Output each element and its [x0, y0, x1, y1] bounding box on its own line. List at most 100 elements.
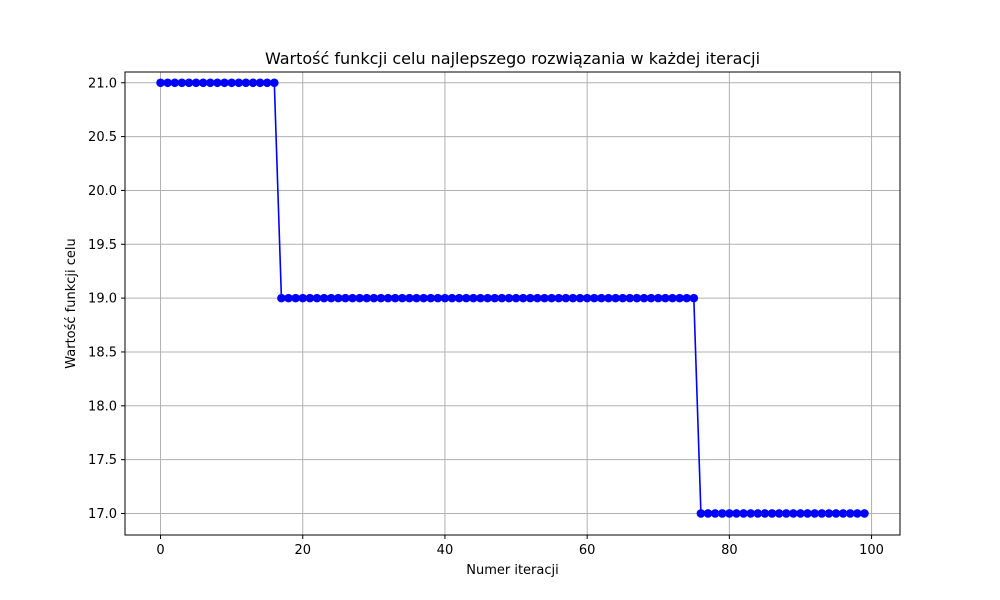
series	[156, 78, 869, 518]
data-point	[767, 509, 777, 518]
data-point	[717, 509, 727, 518]
data-point	[746, 509, 755, 518]
data-point	[703, 509, 713, 518]
data-point	[803, 509, 812, 518]
data-point	[511, 293, 521, 303]
data-point	[163, 78, 172, 88]
y-tick-label: 17.0	[88, 507, 117, 522]
data-point	[639, 293, 649, 303]
data-point	[206, 78, 215, 88]
plot-frame	[124, 71, 901, 536]
data-point	[369, 293, 379, 303]
data-point	[668, 293, 677, 303]
data-point	[319, 293, 329, 303]
data-point	[504, 293, 514, 303]
x-tick-label: 40	[437, 543, 454, 558]
data-point	[341, 293, 350, 303]
data-point	[376, 293, 386, 303]
data-point	[774, 509, 784, 518]
data-point	[284, 293, 293, 303]
data-point	[796, 509, 805, 518]
data-point	[362, 293, 372, 303]
x-tick-label: 0	[156, 543, 164, 558]
x-tick-label: 60	[579, 543, 596, 558]
data-point	[789, 509, 798, 518]
data-point	[348, 293, 357, 303]
data-point	[234, 78, 244, 88]
data-point	[277, 293, 286, 303]
data-point	[810, 509, 819, 518]
data-point	[824, 509, 834, 518]
data-point	[447, 293, 457, 303]
data-point	[732, 509, 741, 518]
data-point	[270, 78, 279, 88]
data-point	[554, 293, 564, 303]
data-point	[490, 293, 500, 303]
data-point	[497, 293, 507, 303]
data-point	[653, 293, 663, 303]
data-point	[547, 293, 556, 303]
y-axis-label: Wartość funkcji celu	[64, 238, 79, 369]
data-point	[753, 509, 763, 518]
data-point	[625, 293, 635, 303]
data-point	[646, 293, 656, 303]
data-point	[860, 509, 869, 518]
data-point	[255, 78, 265, 88]
data-point	[405, 293, 414, 303]
y-tick-label: 21.0	[88, 76, 117, 91]
data-point	[682, 293, 691, 303]
data-point	[334, 293, 343, 303]
data-point	[426, 293, 436, 303]
data-point	[568, 293, 578, 303]
x-tick-label: 100	[859, 543, 884, 558]
y-tick-label: 19.0	[88, 292, 117, 307]
data-point	[760, 509, 770, 518]
data-point	[170, 78, 180, 88]
data-point	[710, 509, 720, 518]
x-tick-label: 20	[294, 543, 311, 558]
data-point	[177, 78, 187, 88]
data-point	[561, 293, 571, 303]
data-point	[661, 293, 670, 303]
data-point	[838, 509, 848, 518]
data-point	[575, 293, 585, 303]
data-point	[589, 293, 599, 303]
data-point	[433, 293, 443, 303]
data-point	[483, 293, 492, 303]
data-point	[853, 509, 862, 518]
data-point	[184, 78, 194, 88]
data-point	[191, 78, 201, 88]
data-point	[725, 509, 734, 518]
data-point	[220, 78, 229, 88]
data-point	[440, 293, 450, 303]
data-point	[326, 293, 336, 303]
data-point	[597, 293, 606, 303]
data-point	[525, 293, 535, 303]
data-point	[454, 293, 464, 303]
data-point	[156, 78, 165, 88]
y-tick-label: 18.5	[88, 345, 117, 360]
data-point	[241, 78, 251, 88]
data-point	[831, 509, 841, 518]
y-tick-label: 20.0	[88, 184, 117, 199]
data-point	[469, 293, 478, 303]
y-tick-label: 18.0	[88, 399, 117, 414]
data-point	[412, 293, 421, 303]
chart-title: Wartość funkcji celu najlepszego rozwiąz…	[265, 49, 760, 68]
data-point	[618, 293, 628, 303]
x-tick-label: 80	[721, 543, 738, 558]
data-point	[305, 293, 315, 303]
data-point	[611, 293, 620, 303]
data-point	[739, 509, 748, 518]
data-point	[582, 293, 592, 303]
x-axis-label: Numer iteracji	[466, 563, 559, 578]
data-point	[461, 293, 471, 303]
y-tick-label: 17.5	[88, 453, 117, 468]
data-point	[845, 509, 855, 518]
data-point	[227, 78, 236, 88]
data-point	[696, 509, 706, 518]
data-point	[312, 293, 322, 303]
data-point	[213, 78, 222, 88]
data-point	[817, 509, 827, 518]
